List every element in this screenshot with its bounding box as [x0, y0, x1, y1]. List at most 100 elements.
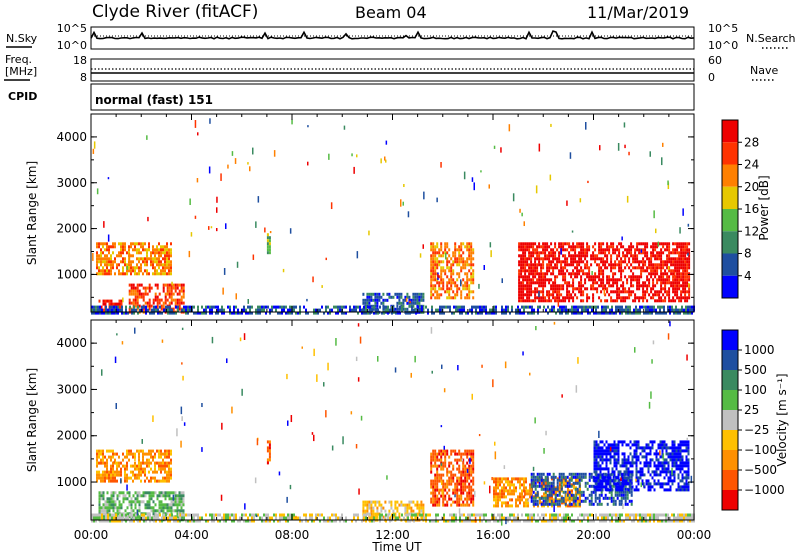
scatter-cell-6 — [664, 281, 667, 285]
scatter-cell-7 — [665, 443, 668, 447]
scatter-cell-4 — [434, 494, 437, 498]
scatter-cell-5 — [539, 498, 541, 502]
scatter-cell-4 — [444, 485, 447, 489]
scatter-cell-6 — [618, 248, 621, 252]
scatter-cell-7 — [581, 308, 583, 312]
scatter-cell-6 — [638, 284, 641, 288]
scatter-cell-6 — [572, 263, 575, 267]
scatter-cell-7 — [613, 482, 616, 486]
scatter-cell-0 — [126, 449, 128, 453]
scatter-cell-6 — [558, 499, 561, 503]
scatter-cell-4 — [398, 295, 401, 299]
scatter-cell-6 — [548, 278, 551, 282]
scatter-cell-6 — [536, 257, 539, 261]
y-tick-label: 4000 — [56, 130, 87, 144]
scatter-cell-7 — [289, 305, 291, 309]
scatter-cell-1 — [98, 494, 101, 498]
scatter-cell-6 — [682, 242, 685, 246]
scatter-cell-1 — [162, 506, 165, 510]
scatter-cell-5 — [442, 266, 445, 270]
scatter-cell-5 — [442, 254, 445, 258]
scatter-cell-7 — [455, 308, 457, 312]
scatter-cell-5 — [495, 501, 497, 505]
scatter-cell-0 — [110, 464, 112, 468]
scatter-cell-0 — [130, 452, 132, 456]
scatter-cell-6 — [584, 254, 587, 258]
scatter-cell-7 — [171, 308, 173, 312]
scatter-cell-4 — [416, 295, 419, 299]
scatter-cell-6 — [632, 266, 635, 270]
colorbar-tick-label: 20 — [744, 180, 759, 194]
scatter-cell-5 — [521, 477, 523, 481]
scatter-cell-0 — [164, 470, 166, 474]
scatter-cell-6 — [632, 254, 635, 258]
scatter-cell-5 — [456, 260, 459, 264]
scatter-cell-4 — [406, 292, 409, 296]
scatter-cell-2 — [138, 292, 141, 296]
scatter-cell-1 — [168, 506, 171, 510]
scatter-cell-7 — [655, 464, 658, 468]
scatter-cell-5 — [549, 498, 551, 502]
scatter-cell-7 — [505, 305, 507, 309]
scatter-cell-0 — [150, 461, 152, 465]
scatter-cell-6 — [574, 254, 577, 258]
scatter-cell-1 — [174, 491, 177, 495]
scatter-cell-0 — [168, 272, 170, 276]
scatter-cell-4 — [412, 304, 415, 308]
scatter-cell-3 — [266, 248, 269, 252]
scatter-cell-0 — [156, 263, 158, 267]
scatter-cell-7 — [119, 308, 121, 312]
scatter-cell-7 — [367, 305, 369, 309]
scatter-cell-7 — [229, 311, 231, 315]
scatter-cell-1 — [160, 494, 163, 498]
scatter-cell-6 — [658, 278, 661, 282]
scatter-cell-6 — [632, 299, 635, 303]
freq-bottom-tick: 8 — [80, 71, 87, 84]
scatter-cell-7 — [553, 308, 555, 312]
scatter-cell-7 — [271, 308, 273, 312]
scatter-cell-0 — [112, 263, 114, 267]
scatter-cell-6 — [526, 299, 529, 303]
scatter-cell-5 — [460, 290, 463, 294]
scatter-cell-7 — [595, 452, 598, 456]
scatter-cell-4 — [422, 292, 425, 296]
scatter-cell-0 — [142, 470, 144, 474]
scatter-cell-6 — [674, 260, 677, 264]
scatter-cell-6 — [642, 299, 645, 303]
scatter-cell-0 — [148, 458, 150, 462]
scatter-cell-0 — [132, 473, 134, 477]
scatter-cell-6 — [518, 269, 521, 273]
scatter-cell-7 — [265, 311, 267, 315]
scatter-cell-0 — [100, 257, 102, 261]
scatter-cell-6 — [628, 251, 631, 255]
scatter-cell-7 — [595, 308, 597, 312]
scatter-cell-6 — [668, 293, 671, 297]
scatter-cell-5 — [559, 480, 561, 484]
scatter-cell-5 — [432, 263, 435, 267]
scatter-cell-0 — [152, 248, 154, 252]
scatter-cell-3 — [418, 503, 421, 507]
scatter-cell-6 — [622, 484, 625, 488]
scatter-cell-6 — [544, 490, 547, 494]
scatter-cell-1 — [174, 509, 177, 513]
scatter-cell-2 — [136, 307, 139, 311]
scatter-cell-4 — [472, 461, 475, 465]
scatter-cell-6 — [672, 257, 675, 261]
scatter-cell-6 — [604, 299, 607, 303]
scatter-cell-6 — [546, 257, 549, 261]
scatter-cell-4 — [430, 470, 433, 474]
scatter-cell-7 — [649, 305, 651, 309]
scatter-cell-6 — [616, 281, 619, 285]
speckle-cell — [460, 279, 462, 287]
scatter-cell-6 — [604, 260, 607, 264]
scatter-cell-6 — [688, 278, 691, 282]
scatter-cell-1 — [164, 497, 167, 501]
scatter-cell-1 — [180, 494, 183, 498]
scatter-cell-1 — [166, 509, 169, 513]
scatter-cell-7 — [215, 311, 217, 315]
scatter-cell-5 — [525, 486, 527, 490]
scatter-cell-7 — [655, 482, 658, 486]
scatter-cell-7 — [601, 461, 604, 465]
scatter-cell-7 — [599, 488, 602, 492]
scatter-cell-6 — [546, 278, 549, 282]
